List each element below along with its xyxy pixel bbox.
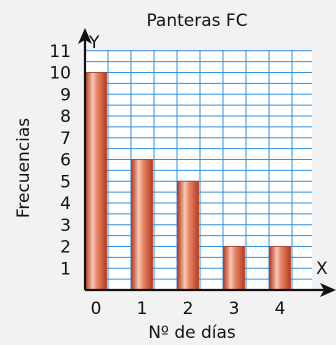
labels: Panteras FC Y X Nº de días Frecuencias (14, 11, 328, 343)
chart-title: Panteras FC (146, 11, 247, 31)
y-axis-letter: Y (88, 33, 100, 53)
x-tick-label: 4 (275, 299, 286, 319)
y-axis-title: Frecuencias (14, 118, 34, 218)
axes (78, 28, 336, 297)
y-tick-label: 6 (60, 151, 71, 171)
bar-1 (131, 159, 153, 291)
x-axis-letter: X (316, 259, 328, 279)
bar-2 (177, 180, 199, 291)
y-tick-label: 10 (49, 64, 71, 84)
y-tick-label: 5 (60, 172, 71, 192)
x-tick-label: 1 (137, 299, 148, 319)
x-axis-title: Nº de días (148, 323, 236, 343)
bar-4 (269, 246, 291, 291)
y-tick-label: 7 (60, 129, 71, 149)
y-tick-label: 1 (60, 259, 71, 279)
x-axis-arrow-icon (320, 283, 336, 297)
y-tick-label: 3 (60, 216, 71, 236)
x-tick-labels: 0 1 2 3 4 (91, 299, 286, 319)
x-tick-label: 3 (229, 299, 240, 319)
y-tick-label: 8 (60, 107, 71, 127)
bar-0 (85, 72, 107, 291)
y-tick-label: 4 (60, 194, 71, 214)
y-tick-label: 11 (49, 42, 71, 62)
y-tick-label: 2 (60, 238, 71, 258)
y-axis-arrow-icon (78, 28, 92, 44)
bar-3 (223, 246, 245, 291)
y-tick-label: 9 (60, 85, 71, 105)
x-tick-label: 0 (91, 299, 102, 319)
x-tick-label: 2 (183, 299, 194, 319)
